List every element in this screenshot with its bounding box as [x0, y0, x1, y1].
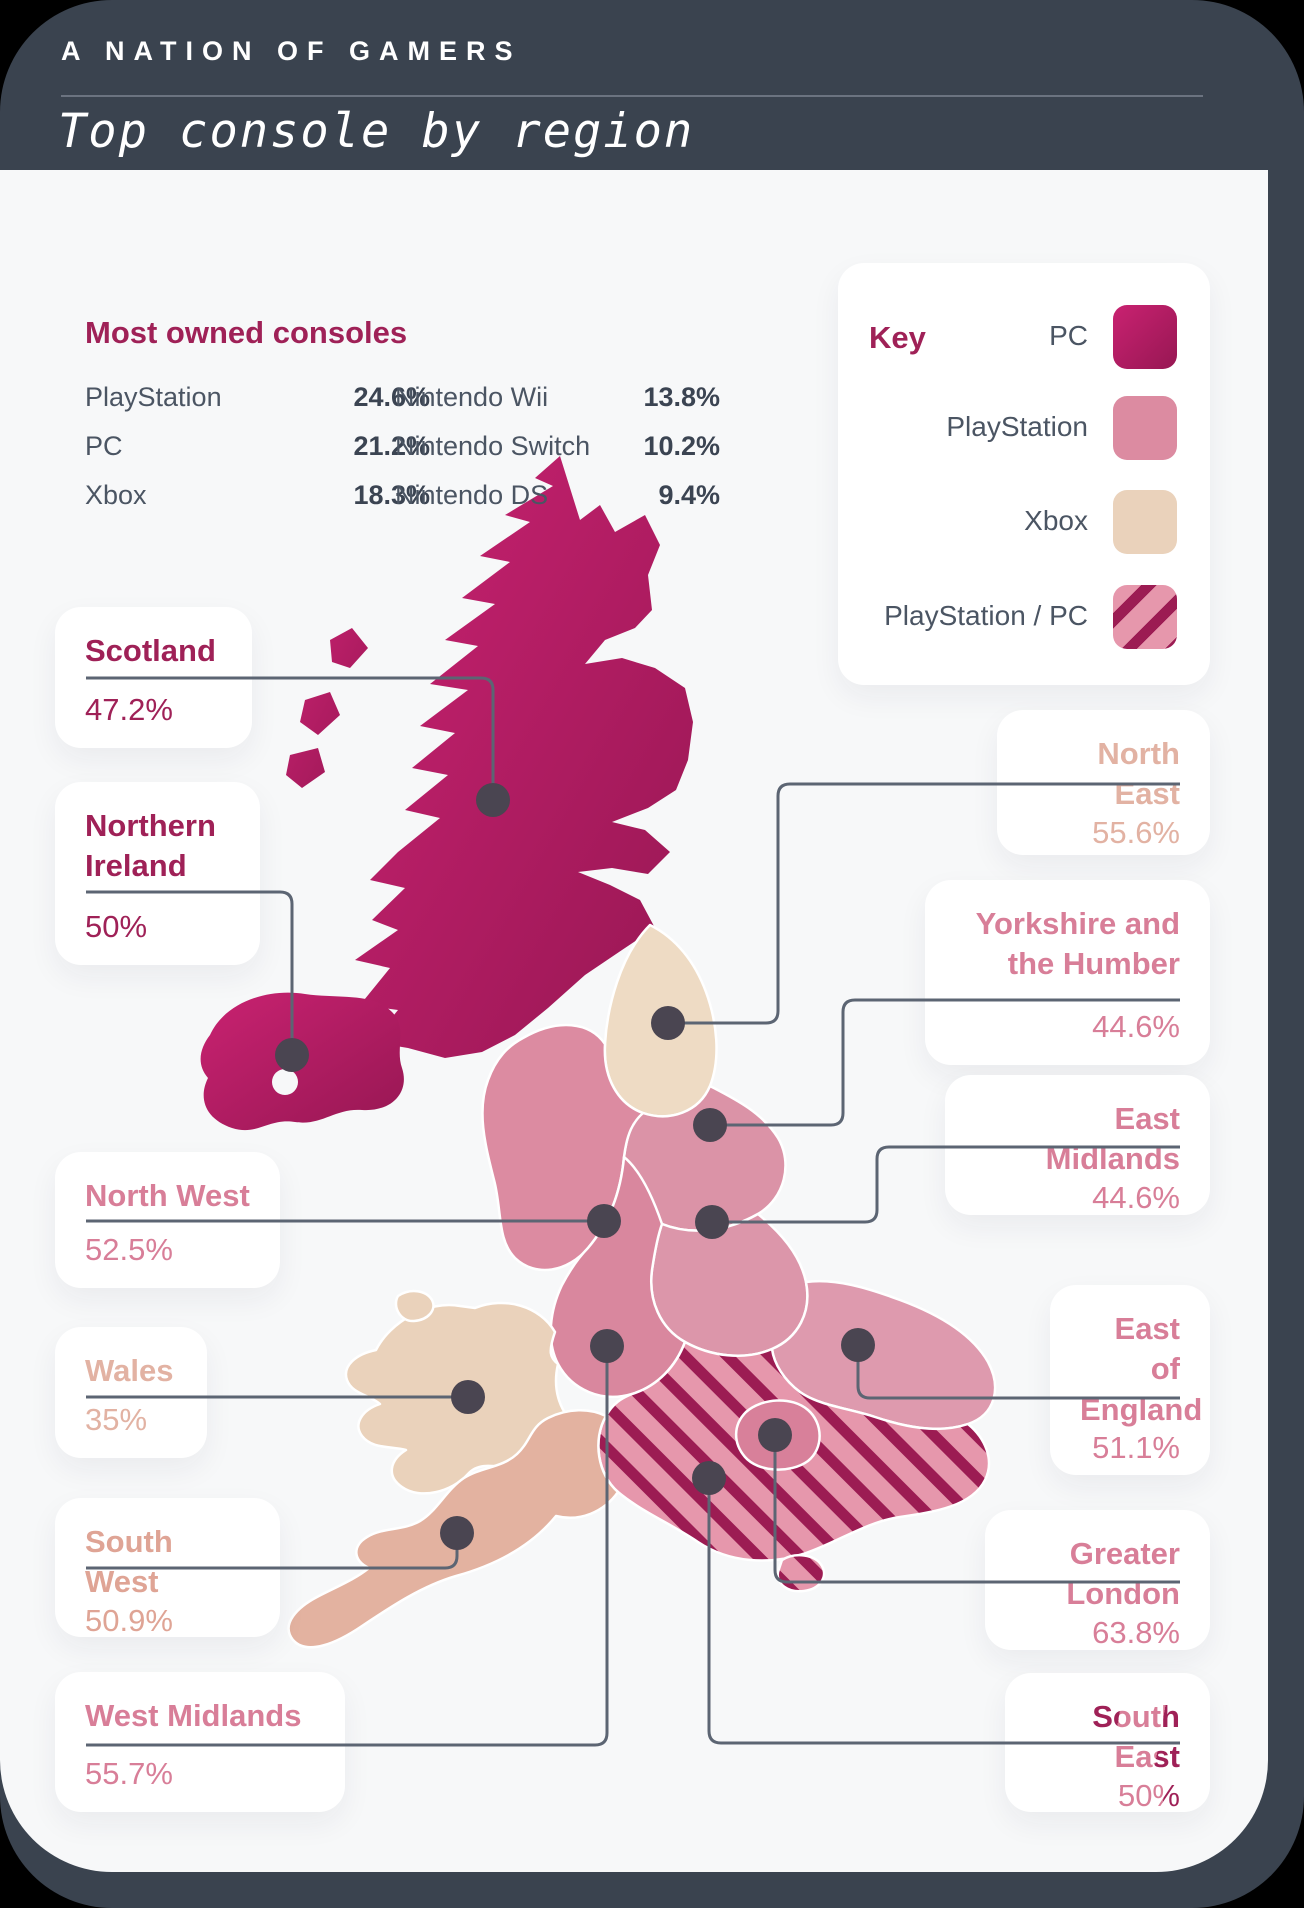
- region-value: 51.1%: [1092, 1429, 1180, 1465]
- label-card-greater-london: Greater London 63.8%: [985, 1510, 1210, 1650]
- stat-value: 24.6%: [353, 382, 430, 412]
- region-value: 63.8%: [1092, 1614, 1180, 1650]
- stat-name: PlayStation: [85, 382, 222, 412]
- stat-value: 10.2%: [643, 431, 720, 461]
- region-value: 50%: [1035, 1778, 1180, 1814]
- label-card-scotland: Scotland 47.2%: [55, 607, 252, 748]
- region-name: Yorkshire and the Humber: [975, 906, 1180, 982]
- stat-row: PlayStation 24.6% Nintendo Wii 13.8%: [85, 382, 725, 422]
- label-card-east-of-england: East of England 51.1%: [1050, 1285, 1210, 1475]
- stat-name: Nintendo Wii: [395, 382, 549, 412]
- stat-row: Xbox 18.3% Nintendo DS 9.4%: [85, 480, 725, 520]
- region-name: Northern Ireland: [85, 808, 216, 884]
- stat-value: 18.3%: [353, 480, 430, 510]
- key-label-playstation-pc: PlayStation / PC: [884, 600, 1088, 631]
- stat-name: Nintendo DS: [395, 480, 549, 510]
- label-card-south-west: South West 50.9%: [55, 1498, 280, 1638]
- key-swatch-playstation-pc: [1113, 585, 1177, 649]
- key-swatch-playstation: [1113, 396, 1177, 460]
- region-name: South West: [85, 1524, 173, 1600]
- legend-key-card: Key PC PlayStation Xbox PlayStation / PC: [838, 263, 1210, 685]
- region-value: 35%: [85, 1402, 148, 1437]
- stat-name: Xbox: [85, 480, 147, 510]
- label-card-north-west: North West 52.5%: [55, 1152, 280, 1288]
- stat-name: PC: [85, 431, 123, 461]
- header-divider: [61, 95, 1203, 97]
- stat-row: PC 21.2% Nintendo Switch 10.2%: [85, 431, 725, 471]
- region-value: 47.2%: [85, 692, 173, 727]
- key-label-playstation: PlayStation: [946, 411, 1088, 442]
- stat-value: 9.4%: [658, 480, 720, 510]
- stat-value: 13.8%: [643, 382, 720, 412]
- region-name: Wales: [85, 1353, 174, 1388]
- label-card-wales: Wales 35%: [55, 1327, 207, 1458]
- key-label-xbox: Xbox: [1024, 505, 1088, 536]
- region-name: East Midlands: [1045, 1101, 1180, 1177]
- region-name: North West: [85, 1178, 250, 1213]
- region-name: Greater London: [1066, 1536, 1180, 1612]
- region-name: West Midlands: [85, 1698, 302, 1733]
- label-card-northern-ireland: Northern Ireland 50%: [55, 782, 260, 965]
- page-title: Top console by region: [58, 104, 695, 159]
- region-value: 50.9%: [85, 1602, 173, 1638]
- label-card-west-midlands: West Midlands 55.7%: [55, 1672, 345, 1812]
- label-card-east-midlands: East Midlands 44.6%: [945, 1075, 1210, 1215]
- region-value: 52.5%: [85, 1232, 173, 1267]
- region-name: Scotland: [85, 633, 216, 668]
- region-value: 44.6%: [1092, 1179, 1180, 1215]
- region-value: 55.6%: [1092, 814, 1180, 850]
- key-swatch-xbox: [1113, 490, 1177, 554]
- region-value: 50%: [85, 909, 148, 944]
- key-swatch-pc: [1113, 305, 1177, 369]
- label-card-north-east: North East 55.6%: [997, 710, 1210, 855]
- key-title: Key: [869, 320, 926, 355]
- label-card-south-east: South East 50%: [1005, 1673, 1210, 1814]
- region-name: North East: [1097, 736, 1180, 812]
- stat-name: Nintendo Switch: [395, 431, 591, 461]
- stat-value: 21.2%: [353, 431, 430, 461]
- label-card-yorkshire: Yorkshire and the Humber 44.6%: [925, 880, 1210, 1065]
- key-label-pc: PC: [1049, 320, 1088, 351]
- stats-heading: Most owned consoles: [85, 315, 408, 350]
- region-name: East of England: [1080, 1311, 1203, 1427]
- region-value: 44.6%: [1092, 1009, 1180, 1044]
- region-name: South East: [1035, 1697, 1180, 1778]
- region-value: 55.7%: [85, 1756, 173, 1791]
- kicker-text: A NATION OF GAMERS: [61, 36, 522, 66]
